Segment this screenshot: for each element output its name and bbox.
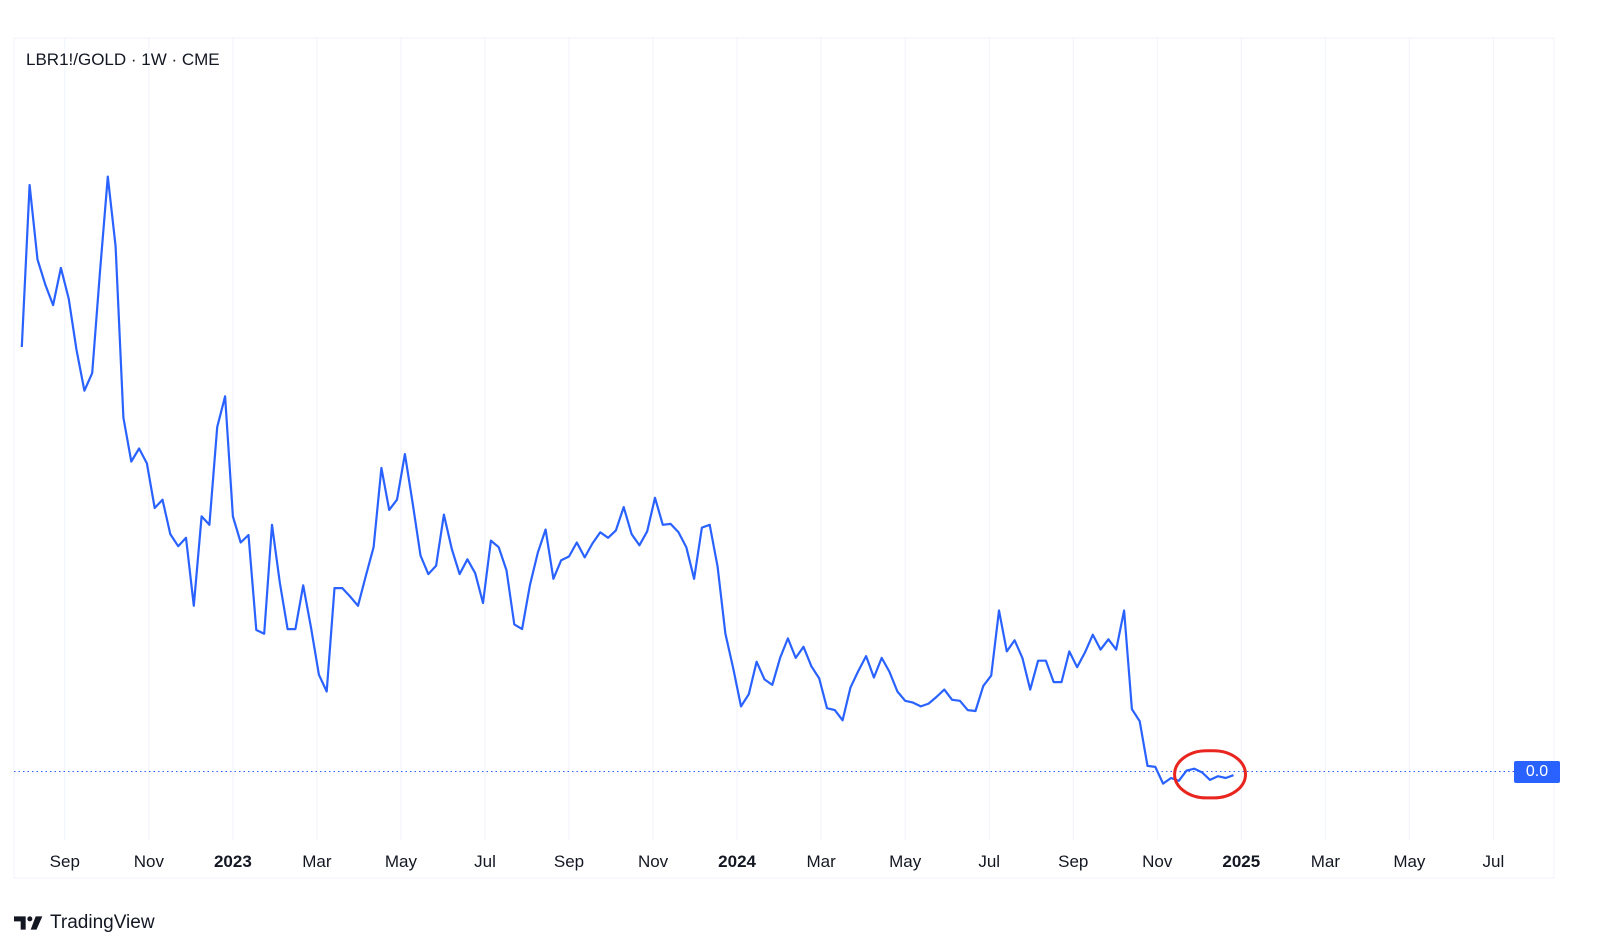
series-line [20,175,1234,785]
x-tick-label: Mar [302,852,332,871]
x-tick-label: Sep [554,852,584,871]
last-value-badge: 0.0 [1514,760,1560,783]
tradingview-logo-icon [14,916,43,930]
x-tick-label: 2024 [718,852,756,871]
x-tick-label: Jul [474,852,496,871]
tradingview-brand-name: TradingView [50,912,155,933]
plot-frame [13,37,1555,879]
x-axis-ticks: Sep Nov 2023 Mar May Jul Sep Nov 2024 Mar May Jul Se… [50,852,1505,871]
x-tick-label: Sep [50,852,80,871]
x-tick-label: Mar [806,852,836,871]
x-tick-label: Nov [638,852,669,871]
x-tick-label: Jul [1483,852,1505,871]
tradingview-brand[interactable]: TradingView [14,912,155,934]
grid-layer [13,37,1555,879]
x-tick-label: Mar [1311,852,1341,871]
x-tick-label: May [1393,852,1426,871]
x-tick-label: Nov [134,852,165,871]
x-tick-label: May [889,852,922,871]
x-tick-label: 2023 [214,852,252,871]
x-tick-label: 2025 [1222,852,1260,871]
x-tick-label: Sep [1058,852,1088,871]
x-tick-label: May [385,852,418,871]
highlight-circle [1173,749,1247,800]
symbol-title[interactable]: LBR1!/GOLD · 1W · CME [26,50,220,69]
x-tick-label: Jul [978,852,1000,871]
x-tick-label: Nov [1142,852,1173,871]
